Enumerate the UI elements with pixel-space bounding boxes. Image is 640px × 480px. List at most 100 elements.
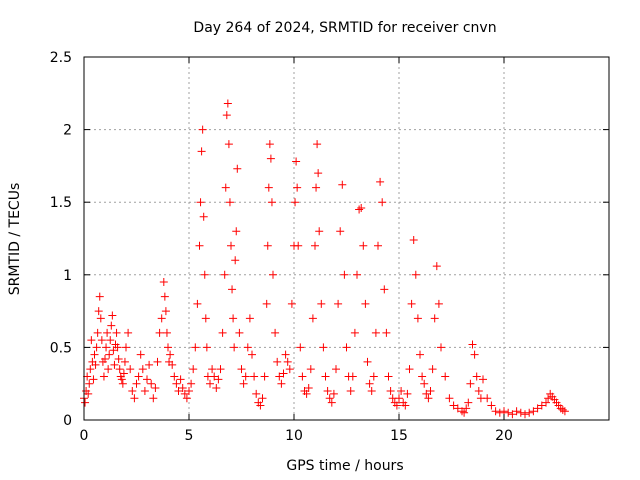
data-point <box>262 299 271 308</box>
data-point <box>256 401 265 410</box>
data-point <box>237 365 246 374</box>
data-point <box>93 328 102 337</box>
data-point <box>306 365 315 374</box>
data-point <box>512 407 521 416</box>
data-point <box>147 379 156 388</box>
data-point <box>407 299 416 308</box>
data-point <box>355 205 364 214</box>
data-point <box>145 360 154 369</box>
data-point <box>397 386 406 395</box>
data-point <box>109 346 118 355</box>
data-point <box>346 386 355 395</box>
data-point <box>365 379 374 388</box>
data-point <box>445 394 454 403</box>
y-tick-label: 2 <box>63 123 72 139</box>
data-point <box>353 270 361 279</box>
data-point <box>281 350 290 359</box>
y-tick-labels: 0 0.5 1 1.5 2 2.5 <box>50 50 72 429</box>
data-point <box>332 365 340 374</box>
data-point <box>458 407 466 416</box>
data-point <box>472 372 481 381</box>
data-point <box>323 386 332 395</box>
data-point <box>241 372 250 381</box>
data-point <box>468 340 477 349</box>
data-point <box>198 125 207 134</box>
data-point <box>409 235 418 244</box>
data-point <box>292 157 301 166</box>
data-point <box>212 384 221 393</box>
data-point <box>374 241 382 250</box>
data-point <box>222 111 231 120</box>
data-point <box>401 401 410 410</box>
data-point <box>91 360 100 369</box>
data-point <box>392 401 401 410</box>
data-point <box>115 365 124 374</box>
data-point <box>329 389 338 398</box>
data-point <box>495 408 504 417</box>
data-point <box>228 285 237 294</box>
data-point <box>269 270 277 279</box>
data-point <box>120 357 129 366</box>
data-point <box>170 372 179 381</box>
data-point <box>363 357 372 366</box>
data-point <box>250 372 259 381</box>
x-tick-label: 20 <box>495 428 513 444</box>
data-point <box>315 227 324 236</box>
data-point <box>95 292 104 301</box>
data-point <box>371 328 380 337</box>
data-point <box>334 299 343 308</box>
data-point <box>206 379 214 388</box>
data-point <box>340 270 349 279</box>
data-point <box>193 299 202 308</box>
data-point <box>102 343 111 352</box>
data-point <box>174 386 183 395</box>
data-point <box>106 336 115 345</box>
data-point <box>164 343 172 352</box>
data-point <box>537 401 546 410</box>
data-point <box>434 299 443 308</box>
y-tick-label: 0.5 <box>50 340 72 356</box>
data-point <box>279 369 288 378</box>
data-point <box>263 241 272 250</box>
data-point <box>84 389 93 398</box>
data-point <box>86 365 95 374</box>
data-point <box>411 270 420 279</box>
data-point <box>155 328 164 337</box>
data-point <box>386 386 395 395</box>
data-point <box>470 350 479 359</box>
data-point <box>199 212 208 221</box>
data-point <box>304 384 313 393</box>
data-point <box>265 140 274 149</box>
data-point <box>138 365 147 374</box>
data-point <box>151 384 160 393</box>
data-point <box>230 343 239 352</box>
data-point <box>416 350 424 359</box>
data-point <box>403 389 412 398</box>
data-point <box>298 372 307 381</box>
data-point <box>191 343 200 352</box>
data-point <box>210 372 219 381</box>
data-point <box>312 183 321 192</box>
data-point <box>239 379 248 388</box>
y-tick-label: 1 <box>63 268 72 284</box>
data-point <box>325 394 334 403</box>
data-point <box>130 394 139 403</box>
data-point <box>293 183 302 192</box>
data-point <box>308 314 317 323</box>
data-point <box>89 375 98 384</box>
data-point <box>153 357 162 366</box>
data-point <box>187 379 196 388</box>
data-point <box>267 198 276 207</box>
data-point <box>216 365 225 374</box>
data-point <box>275 372 284 381</box>
data-point <box>166 350 175 359</box>
data-point <box>283 357 292 366</box>
data-point <box>201 314 210 323</box>
data-point <box>159 278 168 287</box>
data-point <box>224 140 233 149</box>
data-point <box>233 164 242 173</box>
data-point <box>361 299 370 308</box>
data-point <box>462 404 471 413</box>
data-point <box>118 379 127 388</box>
data-point <box>487 401 496 410</box>
